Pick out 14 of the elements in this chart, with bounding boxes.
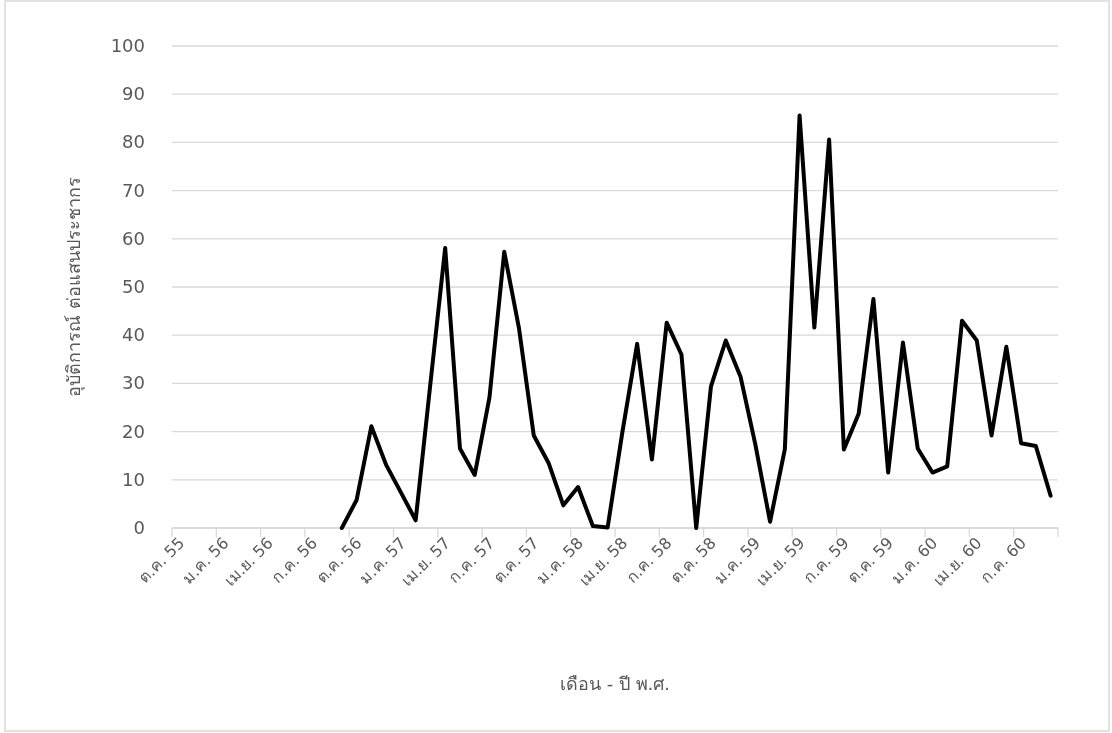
- y-tick-label: 100: [110, 35, 145, 56]
- y-tick-label: 40: [122, 324, 145, 346]
- y-tick-label: 60: [122, 227, 145, 249]
- y-tick-label: 50: [122, 276, 145, 297]
- y-tick-label: 90: [122, 83, 145, 105]
- y-tick-label: 20: [122, 420, 145, 442]
- x-axis-title: เดือน - ปี พ.ศ.: [559, 673, 671, 694]
- y-tick-label: 80: [122, 131, 145, 153]
- line-series: [339, 113, 1053, 530]
- y-tick-label: 10: [122, 468, 145, 490]
- y-axis-title: อุบัติการณ์ ต่อแสนประชากร: [63, 177, 85, 397]
- y-tick-label: 70: [122, 179, 145, 201]
- y-tick-label: 30: [122, 372, 145, 394]
- y-tick-label: 0: [133, 517, 145, 538]
